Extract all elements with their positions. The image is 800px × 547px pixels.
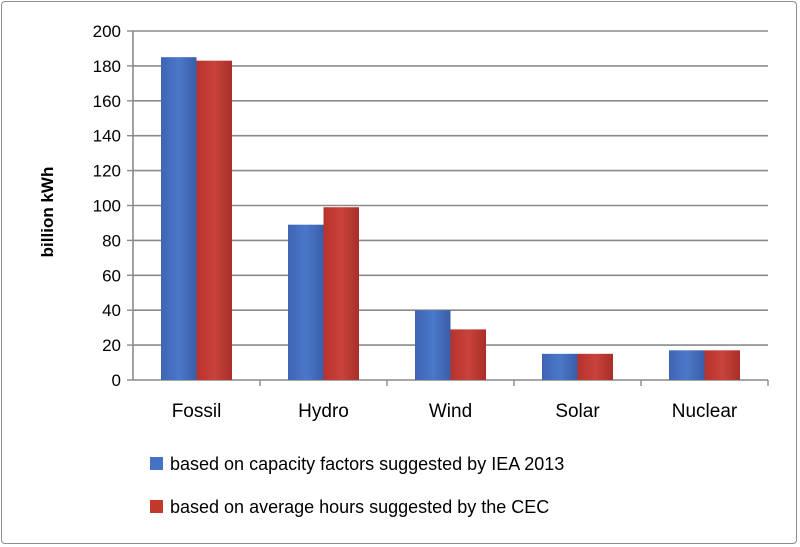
tick-labels: 0 20 40 60 80 100 120 140 160 180 200 Fossil Hydro Wi… xyxy=(93,22,738,422)
y-tick-label: 120 xyxy=(93,162,121,181)
bar-solar-series-2 xyxy=(577,353,613,380)
bar-hydro-series-2 xyxy=(323,207,359,380)
bars xyxy=(161,57,740,381)
x-category-label: Wind xyxy=(429,401,472,422)
legend-label-series-2: based on average hours suggested by the … xyxy=(170,497,549,517)
legend-swatch-series-1 xyxy=(150,457,163,470)
bar-hydro-series-1 xyxy=(288,224,324,380)
y-tick-label: 180 xyxy=(93,57,121,76)
y-tick-label: 200 xyxy=(93,22,121,41)
y-tick-label: 40 xyxy=(102,301,121,320)
y-tick-label: 80 xyxy=(102,231,121,250)
y-tick-label: 160 xyxy=(93,92,121,111)
bar-wind-series-2 xyxy=(450,329,486,380)
y-axis-title: billion kWh xyxy=(38,167,57,258)
bar-wind-series-1 xyxy=(415,310,451,380)
gridlines xyxy=(133,30,768,346)
y-tick-label: 140 xyxy=(93,127,121,146)
y-tick-label: 0 xyxy=(112,371,121,390)
legend-swatch-series-2 xyxy=(150,500,163,513)
x-category-label: Solar xyxy=(555,401,600,422)
y-tick-label: 60 xyxy=(102,266,121,285)
x-category-label: Nuclear xyxy=(672,401,738,422)
y-tick-label: 20 xyxy=(102,336,121,355)
bar-nuclear-series-2 xyxy=(704,350,740,380)
x-category-label: Fossil xyxy=(172,401,222,422)
bar-fossil-series-1 xyxy=(161,57,197,381)
legend: based on capacity factors suggested by I… xyxy=(150,454,564,517)
bar-fossil-series-2 xyxy=(196,60,232,380)
legend-label-series-1: based on capacity factors suggested by I… xyxy=(170,454,564,474)
bar-solar-series-1 xyxy=(542,353,578,380)
bar-nuclear-series-1 xyxy=(669,350,705,380)
x-category-label: Hydro xyxy=(298,401,349,422)
y-tick-label: 100 xyxy=(93,197,121,216)
